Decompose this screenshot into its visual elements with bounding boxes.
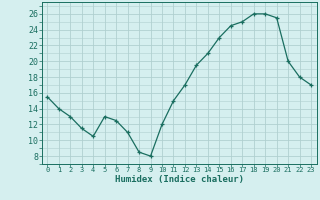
X-axis label: Humidex (Indice chaleur): Humidex (Indice chaleur) [115, 175, 244, 184]
